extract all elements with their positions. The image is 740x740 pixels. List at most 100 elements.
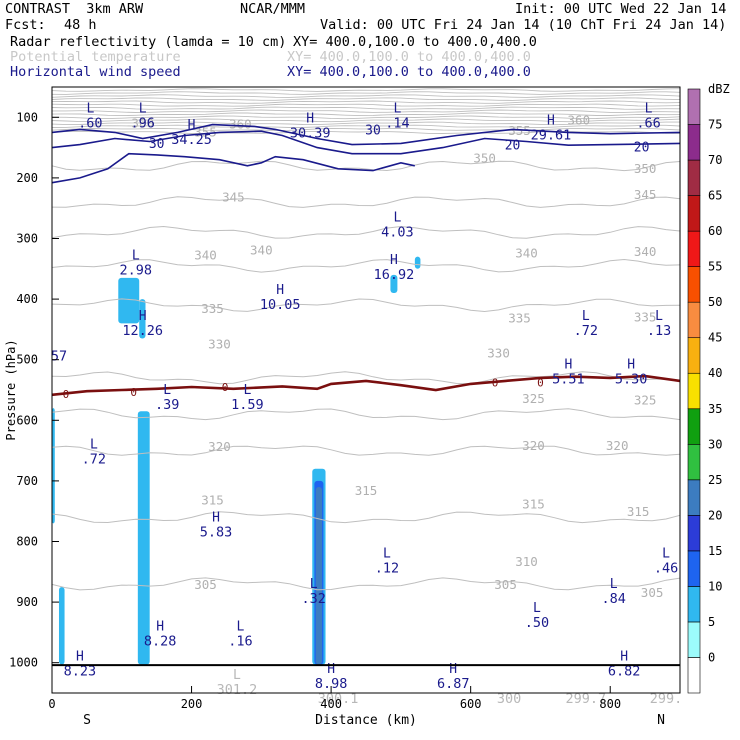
extremum-letter: L bbox=[243, 383, 251, 398]
colorbar-tick-label: 60 bbox=[708, 224, 722, 238]
extremum-letter: H bbox=[76, 650, 84, 665]
theta-contour-label: 360 bbox=[568, 112, 591, 127]
theta-contour-line bbox=[51, 577, 681, 591]
y-tick-label: 800 bbox=[16, 535, 38, 549]
x-axis-north-label: N bbox=[657, 713, 665, 728]
wind-contour-line bbox=[51, 123, 681, 146]
colorbar-tick-label: 5 bbox=[708, 615, 715, 629]
extremum-value: .60 bbox=[78, 115, 102, 131]
extremum-value: 8.98 bbox=[315, 676, 348, 692]
extremum-letter: L bbox=[310, 577, 318, 592]
forecast-label: Fcst: bbox=[5, 17, 46, 33]
field-xy-wind: XY= 400.0,100.0 to 400.0,400.0 bbox=[287, 64, 531, 80]
extremum-value: 29.61 bbox=[531, 127, 572, 143]
extremum-value: .12 bbox=[375, 561, 399, 577]
colorbar-segment bbox=[687, 159, 701, 196]
zero-isotherm-label: 0 bbox=[130, 386, 137, 399]
extremum-letter: H bbox=[627, 358, 635, 373]
colorbar-segment bbox=[687, 443, 701, 481]
extremum-letter: H bbox=[139, 309, 147, 324]
extremum-value: 4.03 bbox=[381, 224, 414, 240]
x-tick-label: 200 bbox=[181, 697, 203, 711]
extremum-value: 12.26 bbox=[122, 323, 163, 339]
theta-contour-line bbox=[51, 511, 681, 524]
colorbar-tick-label: 0 bbox=[708, 650, 715, 664]
colorbar-segment bbox=[687, 515, 701, 552]
theta-contour-line bbox=[51, 408, 681, 421]
model-title: CONTRAST 3km ARW bbox=[5, 1, 144, 17]
theta-contour-upper bbox=[51, 121, 680, 126]
reflectivity-layer bbox=[52, 256, 421, 665]
extremum-letter: H bbox=[547, 113, 555, 128]
theta-contour-upper bbox=[52, 109, 681, 113]
field-name-theta: Potential temperature bbox=[10, 49, 181, 65]
extremum-letter: L bbox=[139, 101, 147, 116]
org-label: NCAR/MMM bbox=[240, 1, 306, 17]
zero-isotherm-label: 0 bbox=[222, 381, 229, 394]
extremum-letter: L bbox=[236, 619, 244, 634]
reflectivity-cell bbox=[414, 256, 421, 269]
theta-contour-label: 325 bbox=[522, 391, 545, 406]
theta-contour-upper bbox=[51, 124, 681, 129]
theta-contour-line bbox=[51, 160, 681, 172]
extremum-value: .13 bbox=[647, 323, 671, 339]
theta-contour-upper bbox=[51, 88, 681, 92]
theta-contour-layer: 350 350 345 345 340 340 340 340 335 335 335 330 330 3… bbox=[51, 112, 681, 600]
theta-contour-line bbox=[51, 225, 681, 239]
wind-contour-line bbox=[51, 130, 681, 155]
extrema-label-layer: L.60L.96L.14L.66H34.25H30.39H29.61L4.03L… bbox=[51, 101, 682, 707]
theta-contour-line bbox=[51, 298, 681, 313]
extremum-value: .96 bbox=[131, 115, 155, 131]
extremum-value: 57 bbox=[51, 349, 67, 365]
colorbar-tick-label: 20 bbox=[708, 508, 722, 522]
theta-contour-label: 315 bbox=[627, 504, 650, 519]
theta-contour-label: 315 bbox=[201, 492, 224, 507]
colorbar-tick-label: 65 bbox=[708, 189, 722, 203]
y-tick-label: 1000 bbox=[9, 656, 38, 670]
extremum-letter: H bbox=[390, 253, 398, 268]
theta-contour-line bbox=[51, 445, 681, 456]
extremum-letter: H bbox=[620, 650, 628, 665]
colorbar-segment bbox=[687, 657, 701, 694]
theta-contour-line bbox=[51, 196, 681, 208]
theta-contour-label: 360 bbox=[229, 117, 252, 132]
theta-contour-label: 330 bbox=[487, 346, 510, 361]
colorbar-segment bbox=[687, 408, 701, 445]
extremum-letter: L bbox=[393, 101, 401, 116]
extremum-value: .39 bbox=[155, 397, 179, 413]
field-name-wind: Horizontal wind speed bbox=[10, 64, 181, 80]
zero-isotherm-label: 0 bbox=[537, 377, 544, 390]
colorbar: 0 5 10 15 20 25 30 35 40 45 50 55 60 65 70 75 dBZ bbox=[687, 82, 730, 694]
reflectivity-cell bbox=[315, 486, 323, 665]
theta-contour-label: 355 bbox=[508, 123, 531, 138]
theta-contour-upper bbox=[51, 118, 681, 123]
theta-contour-upper bbox=[51, 130, 681, 134]
stratosphere-theta-band bbox=[51, 88, 681, 134]
wind-contour-label: 20 bbox=[634, 140, 650, 155]
x-axis-label: Distance (km) bbox=[315, 713, 417, 728]
extremum-value: 34.25 bbox=[171, 132, 212, 148]
colorbar-segment bbox=[687, 230, 701, 267]
extremum-value: 299. bbox=[650, 691, 683, 707]
extremum-value: 6.87 bbox=[437, 676, 470, 692]
theta-contour-line bbox=[51, 258, 681, 273]
theta-contour-label: 360 bbox=[131, 115, 154, 130]
extremum-value: 8.28 bbox=[144, 633, 177, 649]
theta-contour-upper bbox=[51, 127, 681, 131]
theta-contour-label: 320 bbox=[522, 438, 545, 453]
extremum-value: 5.30 bbox=[615, 372, 648, 388]
extremum-value: 5.51 bbox=[552, 372, 585, 388]
theta-contour-label: 340 bbox=[250, 243, 273, 258]
extremum-value: .14 bbox=[385, 115, 409, 131]
theta-contour-label: 305 bbox=[641, 585, 664, 600]
extremum-letter: L bbox=[393, 210, 401, 225]
extremum-value: 10.05 bbox=[260, 297, 301, 313]
y-tick-label: 200 bbox=[16, 171, 38, 185]
theta-contour-upper bbox=[51, 100, 681, 104]
theta-contour-label: 320 bbox=[606, 438, 629, 453]
theta-contour-upper bbox=[51, 97, 681, 101]
wind-contour-label: 30 bbox=[149, 137, 165, 152]
colorbar-segment bbox=[687, 479, 701, 516]
colorbar-segment bbox=[687, 550, 701, 587]
